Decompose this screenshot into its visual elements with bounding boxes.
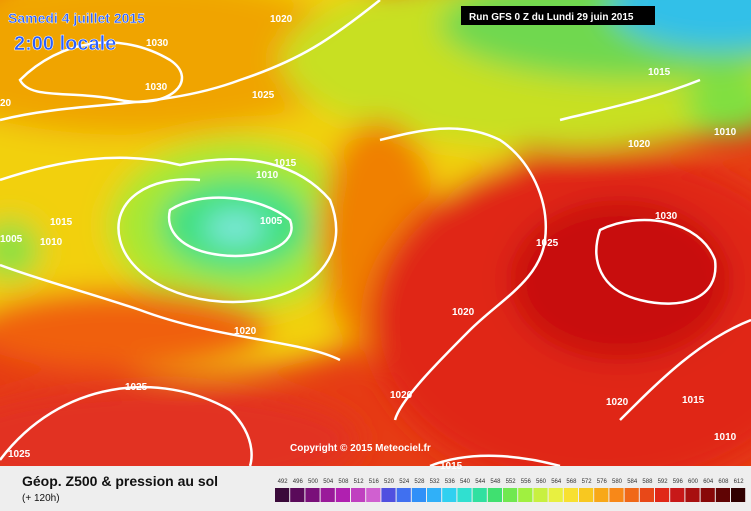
scale-label: 592 bbox=[658, 479, 669, 485]
scale-label: 532 bbox=[430, 479, 441, 485]
scale-label: 548 bbox=[490, 479, 501, 485]
scale-label: 572 bbox=[582, 479, 593, 485]
scale-swatch bbox=[609, 488, 624, 502]
scale-swatch bbox=[655, 488, 670, 502]
scale-swatch bbox=[685, 488, 700, 502]
field bbox=[0, 0, 751, 466]
scale-label: 500 bbox=[308, 479, 319, 485]
scale-label: 520 bbox=[384, 479, 395, 485]
scale-label: 528 bbox=[414, 479, 425, 485]
scale-swatch bbox=[351, 488, 366, 502]
isobar-label: 1020 bbox=[606, 397, 629, 408]
scale-swatch bbox=[472, 488, 487, 502]
isobar-label: 1005 bbox=[0, 234, 23, 245]
scale-swatch bbox=[594, 488, 609, 502]
scale-label: 540 bbox=[460, 479, 471, 485]
scale-swatch bbox=[487, 488, 502, 502]
scale-label: 584 bbox=[627, 479, 638, 485]
scale-swatch bbox=[579, 488, 594, 502]
scale-swatch bbox=[411, 488, 426, 502]
isobar-label: 1025 bbox=[252, 90, 275, 101]
isobar-label: 20 bbox=[0, 98, 12, 109]
scale-label: 612 bbox=[734, 479, 745, 485]
scale-swatch bbox=[533, 488, 548, 502]
isobar-label: 1005 bbox=[260, 216, 283, 227]
scale-swatch bbox=[396, 488, 411, 502]
scale-label: 512 bbox=[354, 479, 365, 485]
isobar-label: 1015 bbox=[274, 158, 297, 169]
scale-label: 568 bbox=[566, 479, 577, 485]
isobar-label: 1020 bbox=[270, 14, 293, 25]
legend-title: Géop. Z500 & pression au sol bbox=[22, 473, 218, 489]
scale-swatch bbox=[715, 488, 730, 502]
isobar-label: 1020 bbox=[628, 139, 651, 150]
scale-swatch bbox=[275, 488, 290, 502]
scale-swatch bbox=[381, 488, 396, 502]
run: Run GFS 0 Z du Lundi 29 juin 2015 bbox=[469, 12, 634, 23]
scale-label: 492 bbox=[278, 479, 289, 485]
scale-label: 600 bbox=[688, 479, 699, 485]
isobar-label: 1015 bbox=[682, 395, 705, 406]
legend-lead: (+ 120h) bbox=[22, 493, 60, 504]
scale-swatch bbox=[427, 488, 442, 502]
scale-swatch bbox=[563, 488, 578, 502]
scale-swatch bbox=[290, 488, 305, 502]
scale-label: 516 bbox=[369, 479, 380, 485]
scale-swatch bbox=[624, 488, 639, 502]
scale-swatch bbox=[335, 488, 350, 502]
isobar-label: 1025 bbox=[125, 382, 148, 393]
scale-label: 596 bbox=[673, 479, 684, 485]
scale-swatch bbox=[518, 488, 533, 502]
isobar-label: 1015 bbox=[440, 461, 463, 472]
isobar-label: 1030 bbox=[655, 211, 678, 222]
time: 2:00 locale bbox=[14, 33, 116, 55]
scale-label: 564 bbox=[551, 479, 562, 485]
isobar-label: 1025 bbox=[536, 238, 559, 249]
isobar-label: 1020 bbox=[452, 307, 475, 318]
scale-swatch bbox=[548, 488, 563, 502]
isobar-label: 1020 bbox=[234, 326, 257, 337]
isobar-label: 1020 bbox=[390, 390, 413, 401]
scale-swatch bbox=[442, 488, 457, 502]
scale-swatch bbox=[731, 488, 746, 502]
isobar-label: 1010 bbox=[714, 127, 737, 138]
scale-label: 524 bbox=[399, 479, 410, 485]
isobar-label: 1015 bbox=[50, 217, 73, 228]
isobars bbox=[0, 0, 751, 466]
scale-label: 580 bbox=[612, 479, 623, 485]
isobar-label: 1010 bbox=[256, 170, 279, 181]
scale-label: 608 bbox=[718, 479, 729, 485]
copyright: Copyright © 2015 Meteociel.fr bbox=[290, 443, 431, 454]
isobar-label: 1010 bbox=[40, 237, 63, 248]
scale-label: 588 bbox=[642, 479, 653, 485]
scale-swatch bbox=[320, 488, 335, 502]
scale-swatch bbox=[700, 488, 715, 502]
isobar-label: 1025 bbox=[8, 449, 31, 460]
scale-label: 552 bbox=[506, 479, 517, 485]
isobar-label: 1030 bbox=[146, 38, 169, 49]
isobar-label: 1030 bbox=[145, 82, 168, 93]
scale-label: 544 bbox=[475, 479, 486, 485]
date: Samedi 4 juillet 2015 bbox=[8, 10, 145, 26]
scale-label: 504 bbox=[323, 479, 334, 485]
scale-label: 604 bbox=[703, 479, 714, 485]
scale-swatch bbox=[503, 488, 518, 502]
isobar-label: 1015 bbox=[648, 67, 671, 78]
scale-label: 576 bbox=[597, 479, 608, 485]
isobar-label: 1010 bbox=[714, 432, 737, 443]
scale-swatch bbox=[305, 488, 320, 502]
scale-label: 556 bbox=[521, 479, 532, 485]
scale-swatch bbox=[366, 488, 381, 502]
scale-label: 536 bbox=[445, 479, 456, 485]
scale-swatch bbox=[639, 488, 654, 502]
scale-swatch bbox=[670, 488, 685, 502]
scale-label: 560 bbox=[536, 479, 547, 485]
scale-label: 496 bbox=[293, 479, 304, 485]
scale-swatch bbox=[457, 488, 472, 502]
scale-label: 508 bbox=[338, 479, 349, 485]
run-box bbox=[461, 6, 655, 25]
